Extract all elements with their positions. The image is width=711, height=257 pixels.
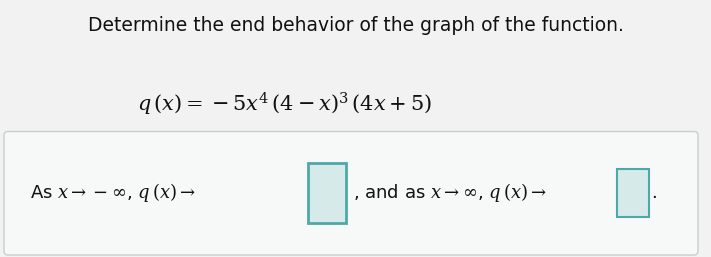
Text: .: .: [651, 184, 657, 202]
FancyBboxPatch shape: [4, 132, 698, 255]
FancyBboxPatch shape: [308, 163, 346, 223]
Text: , and as $x \rightarrow \infty$, $q\,(x) \rightarrow$: , and as $x \rightarrow \infty$, $q\,(x)…: [353, 181, 547, 204]
FancyBboxPatch shape: [617, 169, 649, 217]
Text: As $x \rightarrow -\infty$, $q\,(x) \rightarrow$: As $x \rightarrow -\infty$, $q\,(x) \rig…: [30, 181, 196, 204]
Text: $q\,(x)=-5x^{4}\,(4-x)^{3}\,(4x+5)$: $q\,(x)=-5x^{4}\,(4-x)^{3}\,(4x+5)$: [137, 91, 432, 118]
Text: Determine the end behavior of the graph of the function.: Determine the end behavior of the graph …: [87, 16, 624, 35]
